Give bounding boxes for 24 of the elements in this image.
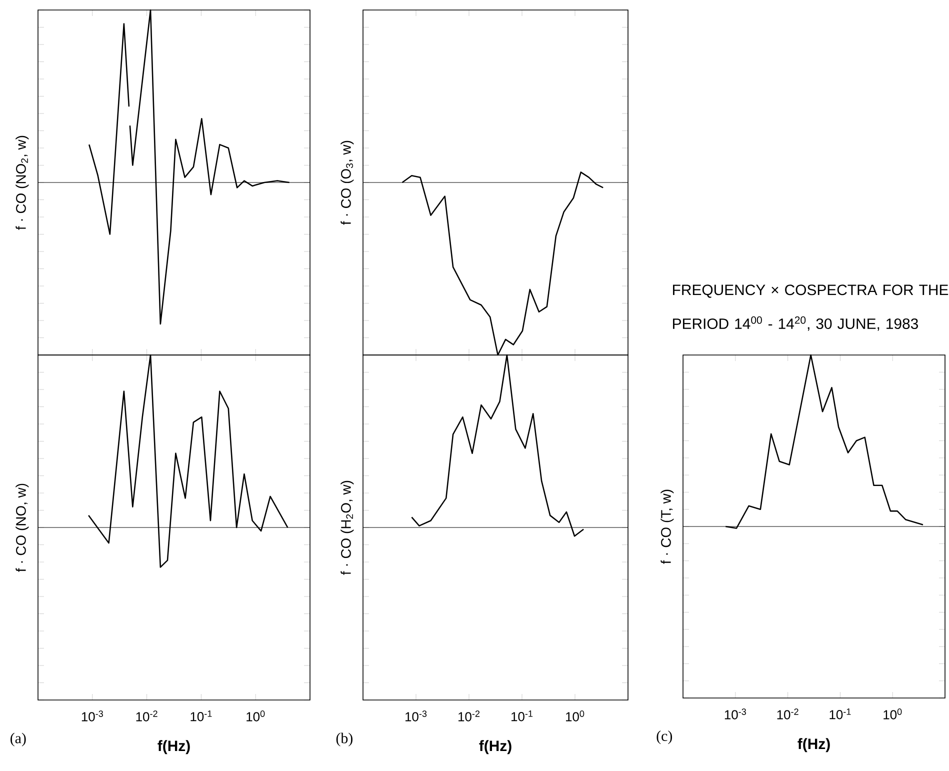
y-axis-title: f · CO (H$_{2}$O, w): [340, 480, 354, 575]
x-tick-label: 10$^{-2}$: [458, 710, 480, 722]
x-tick-label: 10$^{-2}$: [777, 708, 798, 720]
x-axis-title: f(Hz): [158, 740, 190, 754]
x-tick-label: 10$^{0}$: [566, 710, 584, 722]
x-tick-label: 10$^{0}$: [246, 710, 265, 722]
x-axis-title: f(Hz): [479, 740, 512, 754]
x-tick-label: 10$^{0}$: [884, 708, 902, 720]
x-tick-label: 10$^{-1}$: [830, 708, 851, 720]
chart-title: FREQUENCY × COSPECTRA FOR THE PERIOD 14$^{00}$ - 14$^{20}$, 30 JUNE, 1983: [673, 284, 948, 331]
y-axis-title: f · CO (O$_{3}$, w): [340, 140, 354, 225]
x-tick-label: 10$^{-1}$: [190, 710, 212, 722]
y-axis-title: f · CO (NO$_{2}$, w): [16, 136, 29, 230]
x-tick-label: 10$^{-3}$: [82, 710, 103, 722]
text: (a): [10, 732, 26, 746]
x-tick-label: 10$^{-1}$: [512, 710, 533, 722]
y-axis-title: f · CO (T, w): [660, 490, 674, 564]
text: (b): [336, 732, 352, 746]
x-axis-title: f(Hz): [798, 738, 830, 752]
x-tick-label: 10$^{-3}$: [724, 708, 746, 720]
text: (c): [656, 730, 672, 744]
y-axis-title: f · CO (NO, w): [16, 484, 29, 572]
x-tick-label: 10$^{-3}$: [406, 710, 427, 722]
x-tick-label: 10$^{-2}$: [136, 710, 158, 722]
